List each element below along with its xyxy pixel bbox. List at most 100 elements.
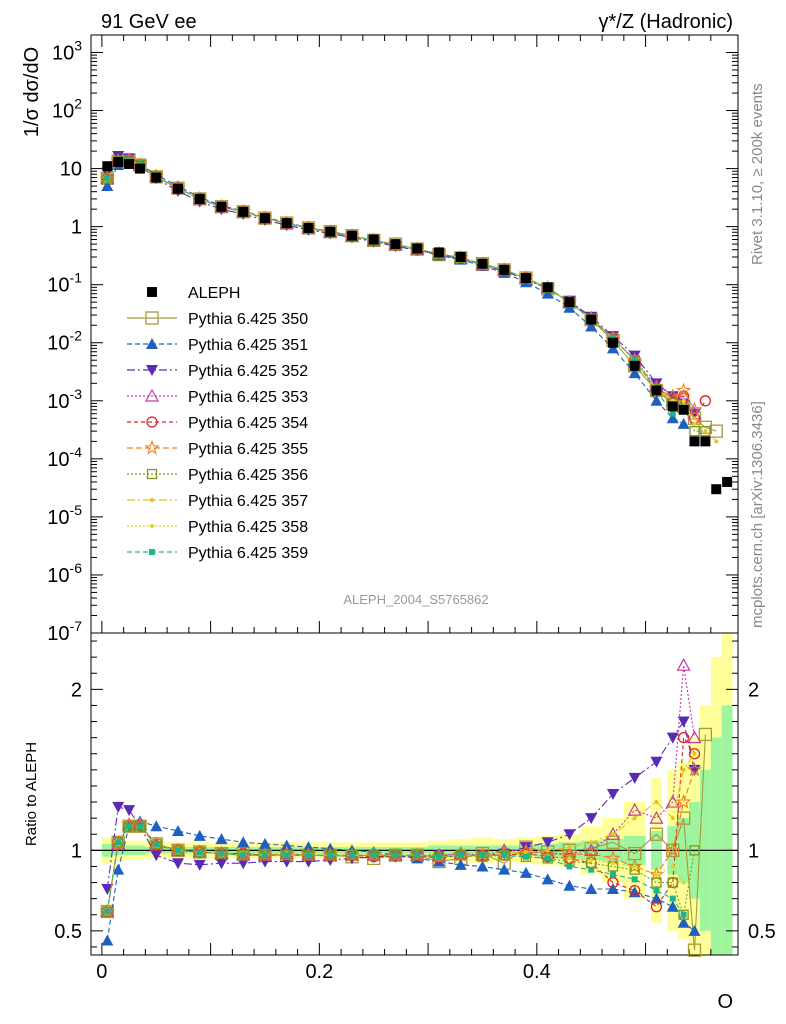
y-axis-label-ratio: Ratio to ALEPH (23, 742, 40, 846)
ratio-point-356 (102, 906, 113, 917)
legend-marker-355 (144, 439, 160, 455)
ratio-point-350 (606, 835, 620, 849)
data-point-ALEPH (412, 243, 423, 254)
data-point-ALEPH (216, 201, 227, 212)
ratio-point-354 (607, 876, 619, 889)
ratio-point-351 (112, 863, 125, 875)
ratio-point-359 (435, 853, 442, 860)
ratio-point-352 (101, 883, 114, 895)
ratio-point-359 (457, 852, 464, 859)
ratio-point-350 (562, 843, 577, 857)
ratio-point-355 (583, 845, 599, 861)
ratio-point-351 (541, 873, 554, 885)
data-point-ALEPH (368, 234, 379, 245)
ratio-point-359 (126, 823, 133, 830)
legend-label-357: Pythia 6.425 357 (188, 493, 308, 510)
data-point-ALEPH (499, 264, 510, 275)
ratio-point-353 (665, 794, 680, 808)
ratio-point-359 (348, 852, 355, 859)
ratio-point-350 (698, 727, 713, 742)
ratio-point-351 (498, 863, 511, 875)
ratio-point-359 (653, 887, 660, 894)
legend-label-351: Pythia 6.425 351 (188, 337, 308, 354)
ratio-point-351 (606, 882, 619, 894)
data-point-358 (681, 398, 686, 403)
data-point-ALEPH (629, 360, 640, 371)
ratio-point-357 (523, 849, 528, 854)
data-point-356 (102, 173, 113, 184)
ratio-point-356 (113, 837, 124, 848)
data-point-351 (585, 320, 598, 332)
ratio-point-351 (215, 833, 228, 845)
legend-label-355: Pythia 6.425 355 (188, 441, 308, 458)
ratio-point-352 (677, 716, 690, 728)
ratio-point-352 (123, 805, 136, 817)
ratio-point-359 (104, 908, 111, 915)
x-tick-label: 0.2 (305, 961, 333, 983)
ratio-point-352 (606, 789, 619, 800)
legend-label-352: Pythia 6.425 352 (188, 363, 308, 380)
ratio-point-351 (171, 825, 184, 837)
y-tick-label: 103 (52, 37, 82, 64)
ratio-point-357 (670, 816, 675, 821)
ratio-point-354 (629, 884, 641, 897)
ratio-point-356 (651, 877, 662, 888)
data-point-ALEPH (711, 484, 722, 495)
data-point-ALEPH (134, 163, 145, 174)
data-point-357 (714, 439, 719, 444)
ratio-point-354 (688, 748, 701, 760)
data-point-ALEPH (281, 218, 292, 229)
ratio-point-352 (563, 829, 576, 841)
ratio-point-359 (370, 852, 377, 859)
legend: ALEPH Pythia 6.425 350 Pythia 6.425 351 Pyt… (127, 285, 308, 562)
ratio-point-359 (566, 863, 573, 870)
ratio-point-359 (153, 840, 160, 847)
ratio-point-353 (676, 657, 691, 671)
data-point-ALEPH (520, 273, 531, 284)
legend-label-350: Pythia 6.425 350 (188, 311, 308, 328)
data-point-ALEPH (390, 239, 401, 250)
ratio-point-357 (654, 800, 659, 805)
data-point-ALEPH (700, 436, 711, 447)
ratio-point-359 (609, 871, 616, 878)
ratio-point-352 (585, 813, 598, 825)
ratio-y-tick-label-right: 2 (748, 679, 759, 701)
data-point-ALEPH (238, 206, 249, 217)
x-tick-label: 0.4 (523, 961, 551, 983)
data-point-351 (628, 367, 641, 379)
ratio-point-359 (174, 847, 181, 854)
ratio-point-358 (610, 861, 615, 866)
ratio-point-351 (302, 841, 315, 853)
header-left: 91 GeV ee (101, 11, 197, 33)
mcplots-label: mcplots.cern.ch [arXiv:1306.3436] (749, 401, 766, 628)
ratio-point-351 (150, 820, 163, 832)
ratio-point-359 (631, 876, 638, 883)
ratio-point-353 (687, 730, 702, 744)
ratio-point-352 (519, 842, 532, 854)
ratio-line-359 (106, 825, 685, 916)
ratio-point-359 (392, 852, 399, 859)
data-point-ALEPH (113, 156, 124, 167)
ratio-plot-frame (90, 632, 739, 956)
ratio-y-tick-label-right: 0.5 (748, 921, 776, 943)
ratio-point-357 (545, 848, 550, 853)
ratio-point-354 (650, 901, 663, 913)
ratio-point-359 (283, 852, 290, 859)
ratio-point-357 (589, 840, 594, 845)
legend-marker-354 (146, 416, 158, 428)
data-point-ALEPH (259, 213, 270, 224)
ratio-point-359 (479, 852, 486, 859)
ratio-point-351 (454, 858, 467, 870)
legend-label-ALEPH: ALEPH (188, 285, 240, 302)
ratio-point-356 (134, 821, 146, 832)
data-point-ALEPH (194, 193, 205, 204)
ratio-point-359 (414, 852, 421, 859)
data-point-ALEPH (689, 436, 700, 447)
ratio-point-352 (666, 732, 679, 744)
data-point-351 (606, 342, 619, 354)
ratio-point-359 (261, 852, 268, 859)
ratio-point-351 (563, 879, 576, 891)
ratio-point-351 (101, 934, 114, 946)
data-point-355 (686, 401, 703, 417)
